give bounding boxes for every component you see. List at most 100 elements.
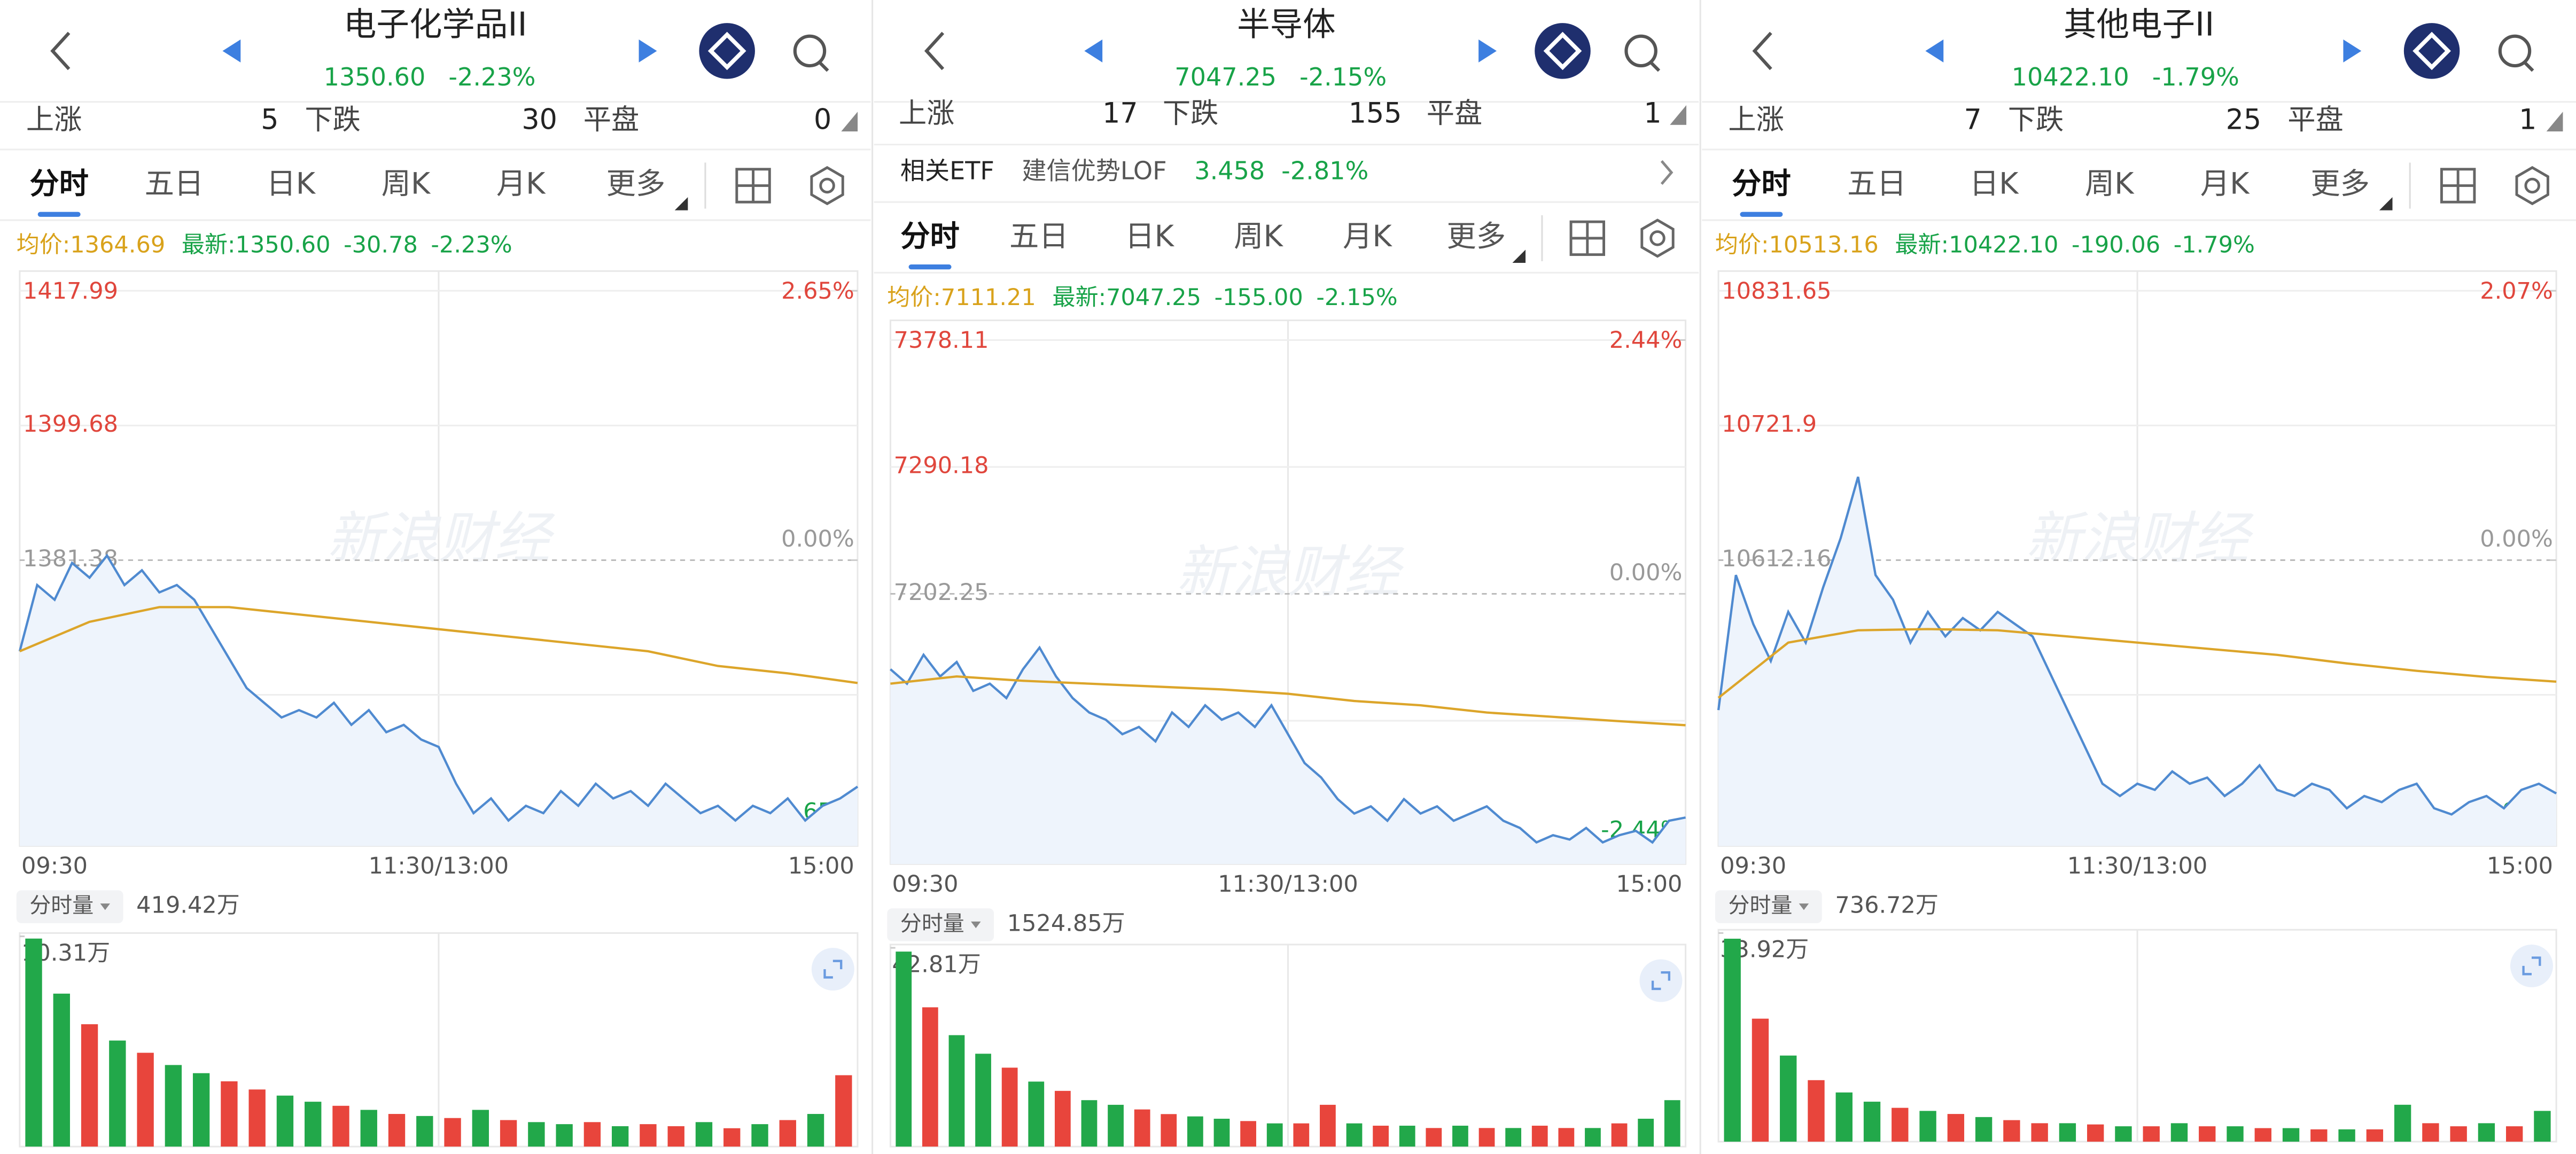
x-tick-label: 15:00 xyxy=(788,853,854,879)
info-change-pct: -1.79% xyxy=(2174,232,2255,259)
price-line xyxy=(890,645,1686,844)
tab[interactable]: 周K xyxy=(2085,167,2135,201)
tab[interactable]: 周K xyxy=(1234,220,1283,254)
y-tick-label: 10612.16 xyxy=(1722,545,1831,572)
stat-up: 5 xyxy=(261,104,278,136)
price-pct: -1.79% xyxy=(2152,63,2239,91)
tab-underline xyxy=(908,264,952,270)
tab[interactable]: 日K xyxy=(266,167,316,201)
tab[interactable]: 月K xyxy=(2200,167,2250,201)
prev-button[interactable] xyxy=(1925,39,1944,63)
tab[interactable]: 日K xyxy=(1125,220,1174,254)
volume-bar xyxy=(556,1124,573,1147)
tab[interactable]: 分时 xyxy=(29,167,89,201)
volume-bar xyxy=(53,993,70,1147)
volume-selector[interactable] xyxy=(1715,890,1822,923)
search-handle xyxy=(2523,61,2534,72)
tab[interactable]: 日K xyxy=(1970,167,2019,201)
volume-bar xyxy=(1240,1121,1256,1147)
selector-caret xyxy=(100,903,110,910)
back-button[interactable] xyxy=(924,32,945,71)
y-tick-label: 7202.25 xyxy=(894,579,989,606)
volume-label[interactable]: 分时量 xyxy=(29,893,94,918)
volume-bar xyxy=(1892,1108,1909,1142)
stat-down: 25 xyxy=(2226,104,2262,136)
search-button[interactable] xyxy=(2498,34,2532,68)
volume-label[interactable]: 分时量 xyxy=(900,911,964,936)
expand-button[interactable] xyxy=(1639,959,1683,1002)
volume-bar xyxy=(2310,1129,2328,1142)
tab[interactable]: 更多 xyxy=(606,167,666,201)
layout-icon xyxy=(2441,169,2474,202)
stat-down: 155 xyxy=(1349,97,1402,129)
y2-tick-label: 2.65% xyxy=(781,278,854,305)
etf-name[interactable]: 建信优势LOF xyxy=(1022,156,1166,185)
volume-bar xyxy=(2478,1123,2495,1142)
back-button[interactable] xyxy=(1752,32,1772,71)
volume-bar xyxy=(1134,1109,1150,1147)
prev-button[interactable] xyxy=(222,39,241,63)
prev-button[interactable] xyxy=(1084,39,1103,63)
tab[interactable]: 分时 xyxy=(900,220,960,254)
back-button[interactable] xyxy=(50,32,71,71)
settings-button[interactable] xyxy=(2515,166,2549,206)
volume-total: 419.42万 xyxy=(136,892,240,919)
next-button[interactable] xyxy=(639,39,657,63)
tab[interactable]: 月K xyxy=(496,167,546,201)
tab[interactable]: 周K xyxy=(382,167,431,201)
tab[interactable]: 五日 xyxy=(1009,220,1069,254)
volume-bar xyxy=(1585,1128,1601,1147)
tab[interactable]: 分时 xyxy=(1732,167,1791,201)
volume-bar xyxy=(751,1124,768,1147)
ai-button[interactable] xyxy=(699,23,755,79)
ai-icon xyxy=(2412,32,2451,71)
ai-icon xyxy=(1543,32,1582,71)
average-line xyxy=(19,606,858,684)
search-button[interactable] xyxy=(793,34,827,68)
volume-bar xyxy=(1054,1090,1071,1147)
expand-button[interactable] xyxy=(811,948,854,991)
ai-button[interactable] xyxy=(1535,23,1591,79)
x-tick-label: 09:30 xyxy=(21,853,88,879)
title: 半导体 xyxy=(1237,5,1335,43)
settings-button[interactable] xyxy=(1640,219,1675,258)
watermark: 新浪财经 xyxy=(1176,539,1405,604)
volume-total: 1524.85万 xyxy=(1007,910,1125,937)
next-button[interactable] xyxy=(2343,39,2362,63)
volume-bar xyxy=(1975,1117,1993,1142)
etf-chevron[interactable] xyxy=(1660,160,1674,185)
ai-button[interactable] xyxy=(2403,23,2460,79)
y-tick-label: 10721.9 xyxy=(1722,411,1817,438)
volume-bar xyxy=(1724,939,1741,1142)
info-avg-text: 均价:10513.16 xyxy=(1715,232,1879,259)
info-change-pct: -2.23% xyxy=(431,232,512,259)
tab[interactable]: 月K xyxy=(1343,220,1392,254)
tab[interactable]: 五日 xyxy=(145,167,204,201)
volume-bar xyxy=(1399,1126,1415,1147)
stat-down: 30 xyxy=(522,104,557,136)
volume-bar xyxy=(583,1122,601,1147)
volume-bar xyxy=(2003,1120,2020,1142)
next-button[interactable] xyxy=(1478,39,1497,63)
expand-button[interactable] xyxy=(2510,944,2553,987)
tab[interactable]: 更多 xyxy=(1446,220,1506,254)
volume-bar xyxy=(2450,1126,2467,1142)
tab[interactable]: 更多 xyxy=(2310,167,2370,201)
volume-selector[interactable] xyxy=(887,908,994,941)
info-avg-text: 均价:7111.21 xyxy=(887,284,1036,311)
settings-button[interactable] xyxy=(810,166,844,206)
volume-bar xyxy=(81,1024,98,1147)
tab[interactable]: 五日 xyxy=(1847,167,1906,201)
volume-bar xyxy=(1478,1128,1495,1147)
volume-bar xyxy=(2338,1129,2355,1142)
volume-label[interactable]: 分时量 xyxy=(1728,893,1792,918)
layout-icon xyxy=(736,169,770,202)
volume-bar xyxy=(1001,1067,1018,1147)
search-button[interactable] xyxy=(1624,34,1657,68)
selector-caret xyxy=(1799,903,1809,910)
volume-selector[interactable] xyxy=(16,890,123,923)
volume-bar xyxy=(1373,1126,1389,1147)
title: 其他电子II xyxy=(2064,5,2214,43)
y-tick-label: 1417.99 xyxy=(23,278,118,305)
